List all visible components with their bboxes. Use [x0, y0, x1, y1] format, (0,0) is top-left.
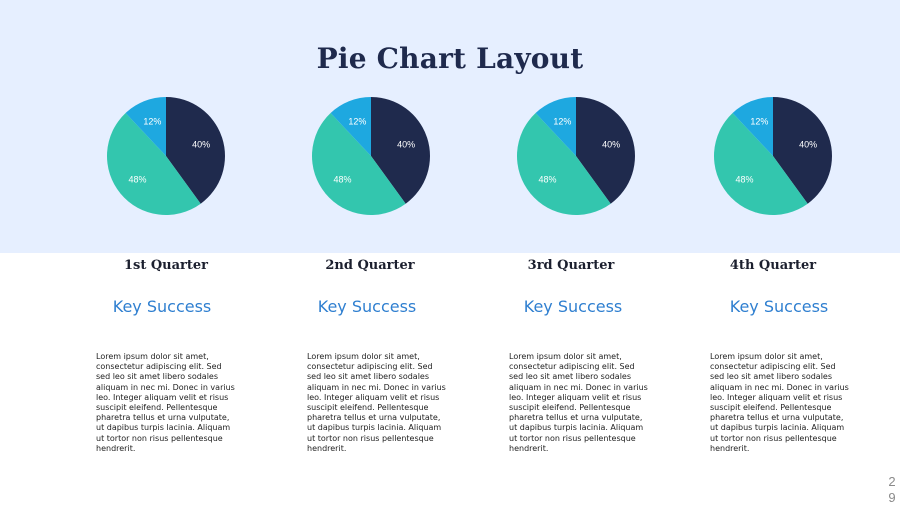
pie-slice-1	[371, 97, 430, 204]
pie-chart-3: 40% 48% 12%	[516, 97, 635, 216]
pie-slice-2	[311, 112, 406, 216]
pie-slice-1	[166, 97, 225, 204]
key-success-label-3: Key Success	[523, 297, 623, 316]
pie-slice-1	[773, 97, 832, 204]
pie-chart-1: 40% 48% 12%	[106, 97, 225, 216]
pie-slice-label-1: 40%	[602, 140, 620, 150]
pie-slice-label-2: 48%	[333, 175, 351, 185]
pie-slice-2	[713, 112, 808, 216]
pie-slice-2	[516, 112, 611, 216]
body-paragraph-3: Lorem ipsum dolor sit amet, consectetur …	[509, 352, 648, 453]
pie-slice-3	[125, 97, 166, 156]
quarter-heading-3: 3rd Quarter	[527, 258, 615, 273]
quarter-heading-2: 2nd Quarter	[325, 258, 415, 273]
body-paragraph-4: Lorem ipsum dolor sit amet, consectetur …	[710, 352, 849, 453]
body-paragraph-1: Lorem ipsum dolor sit amet, consectetur …	[96, 352, 235, 453]
key-success-label-4: Key Success	[729, 297, 829, 316]
pie-slice-label-1: 40%	[397, 140, 415, 150]
pie-chart-2: 40% 48% 12%	[311, 97, 430, 216]
page-number: 2 9	[887, 474, 897, 506]
key-success-label-2: Key Success	[317, 297, 417, 316]
pie-slice-label-2: 48%	[735, 175, 753, 185]
quarter-heading-1: 1st Quarter	[123, 258, 209, 273]
pie-slice-label-2: 48%	[128, 175, 146, 185]
pie-slice-3	[732, 97, 773, 156]
page-number-digit-1: 2	[888, 474, 896, 489]
pie-slice-label-3: 12%	[143, 117, 161, 127]
pie-chart-4: 40% 48% 12%	[713, 97, 832, 216]
pie-slice-label-1: 40%	[192, 140, 210, 150]
body-paragraph-2: Lorem ipsum dolor sit amet, consectetur …	[307, 352, 446, 453]
pie-slice-label-3: 12%	[553, 117, 571, 127]
pie-slice-label-3: 12%	[750, 117, 768, 127]
pie-slice-2	[106, 112, 201, 216]
quarter-heading-4: 4th Quarter	[729, 258, 817, 273]
pie-slice-3	[330, 97, 371, 156]
page-number-digit-2: 9	[888, 490, 896, 505]
pie-slice-3	[535, 97, 576, 156]
pie-slice-label-2: 48%	[538, 175, 556, 185]
pie-slice-label-1: 40%	[799, 140, 817, 150]
pie-slice-1	[576, 97, 635, 204]
slide-title: Pie Chart Layout	[316, 42, 584, 75]
key-success-label-1: Key Success	[112, 297, 212, 316]
pie-slice-label-3: 12%	[348, 117, 366, 127]
